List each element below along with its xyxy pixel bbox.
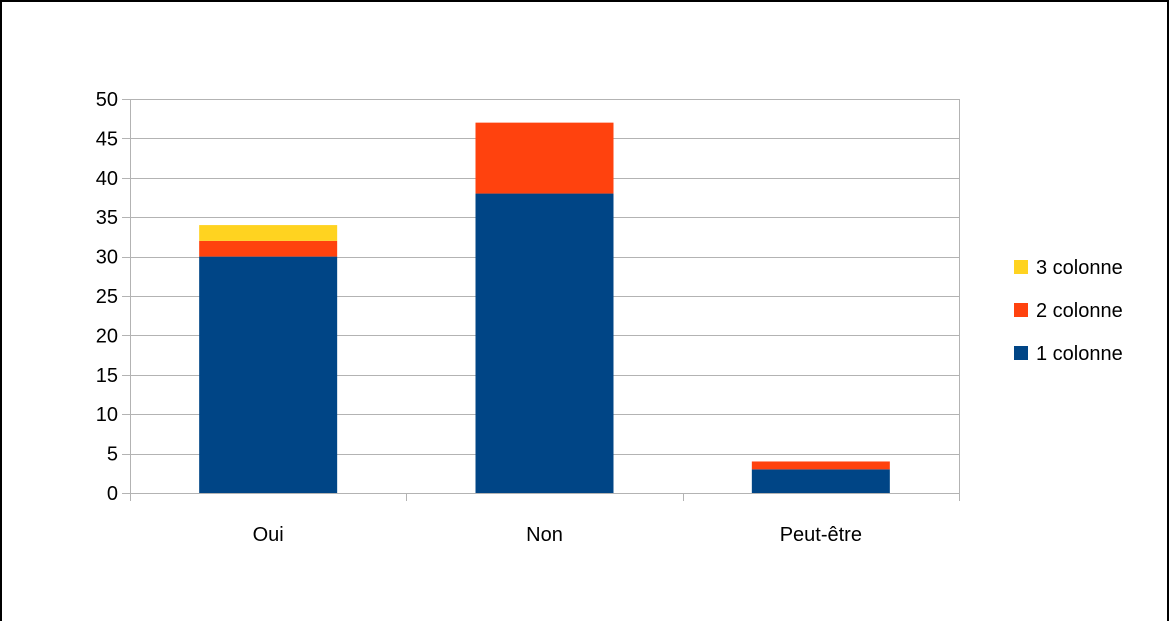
tick-labels: 0 5 10 15 20 25 30 35 40 45 50 Oui Non Peut-être	[96, 89, 862, 546]
y-tick-label-45: 45	[96, 128, 118, 150]
y-tick-label-0: 0	[107, 483, 118, 505]
bar-peut-etre-1-colonne	[751, 469, 890, 493]
y-tick-label-35: 35	[96, 207, 118, 229]
bar-peut-etre-2-colonne	[751, 461, 890, 470]
bar-oui-3-colonne	[199, 225, 338, 241]
legend-swatch-1-colonne	[1014, 346, 1028, 360]
y-tick-label-40: 40	[96, 168, 118, 190]
y-tick-label-30: 30	[96, 247, 118, 269]
y-tick-label-50: 50	[96, 89, 118, 111]
y-tick-label-25: 25	[96, 286, 118, 308]
axes	[122, 99, 960, 501]
bar-non-2-colonne	[475, 122, 614, 194]
legend-swatch-2-colonne	[1014, 303, 1028, 317]
bar-oui-2-colonne	[199, 240, 338, 257]
legend-label-2-colonne: 2 colonne	[1036, 300, 1123, 322]
bar-oui-1-colonne	[199, 256, 338, 493]
legend: 3 colonne 2 colonne 1 colonne	[1014, 257, 1123, 365]
bars	[199, 122, 890, 493]
x-tick-label-oui: Oui	[253, 524, 284, 546]
x-tick-label-non: Non	[526, 524, 563, 546]
legend-label-1-colonne: 1 colonne	[1036, 343, 1123, 365]
bar-non-1-colonne	[475, 193, 614, 493]
y-tick-label-5: 5	[107, 444, 118, 466]
legend-label-3-colonne: 3 colonne	[1036, 257, 1123, 279]
y-tick-label-10: 10	[96, 404, 118, 426]
y-tick-label-15: 15	[96, 365, 118, 387]
legend-swatch-3-colonne	[1014, 260, 1028, 274]
y-tick-label-20: 20	[96, 325, 118, 347]
x-tick-label-peut-etre: Peut-être	[780, 524, 862, 546]
